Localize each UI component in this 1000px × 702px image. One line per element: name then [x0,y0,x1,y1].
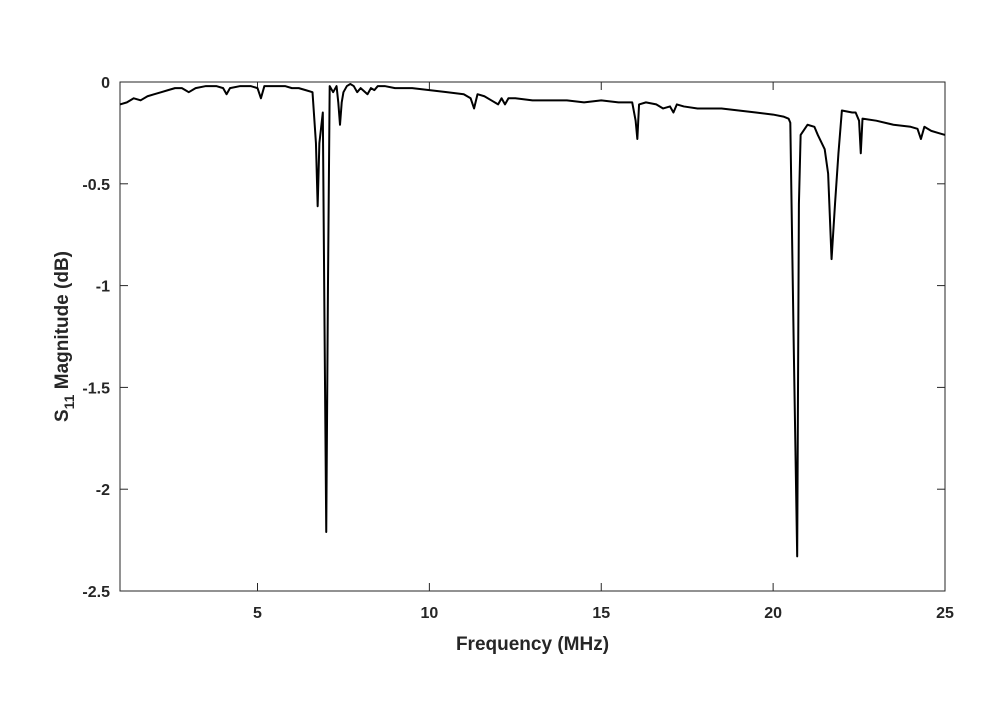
y-axis-label-subscript: 11 [61,394,77,409]
x-tick-label: 20 [764,605,782,622]
y-tick-label: -0.5 [82,177,110,194]
y-tick-label: -2.5 [82,584,110,601]
x-tick-label: 15 [592,605,610,622]
plot-area-frame [119,81,946,592]
x-tick-label: 25 [936,605,954,622]
x-axis-label: Frequency (MHz) [456,634,609,655]
x-axis-ticks: 5 10 15 20 25 [253,82,954,622]
y-tick-label: 0 [101,75,110,92]
y-tick-label: -2 [96,482,110,499]
y-axis-label: S11 Magnitude (dB) [52,251,77,422]
y-tick-label: -1 [96,279,110,296]
x-tick-label: 5 [253,605,262,622]
y-axis-ticks: 0 -0.5 -1 -1.5 -2 -2.5 [82,75,945,601]
x-tick-label: 10 [420,605,438,622]
y-axis-label-main: S [52,409,73,422]
series-line [119,83,946,558]
y-tick-label: -1.5 [82,380,110,397]
y-axis-label-rest: Magnitude (dB) [52,251,73,395]
